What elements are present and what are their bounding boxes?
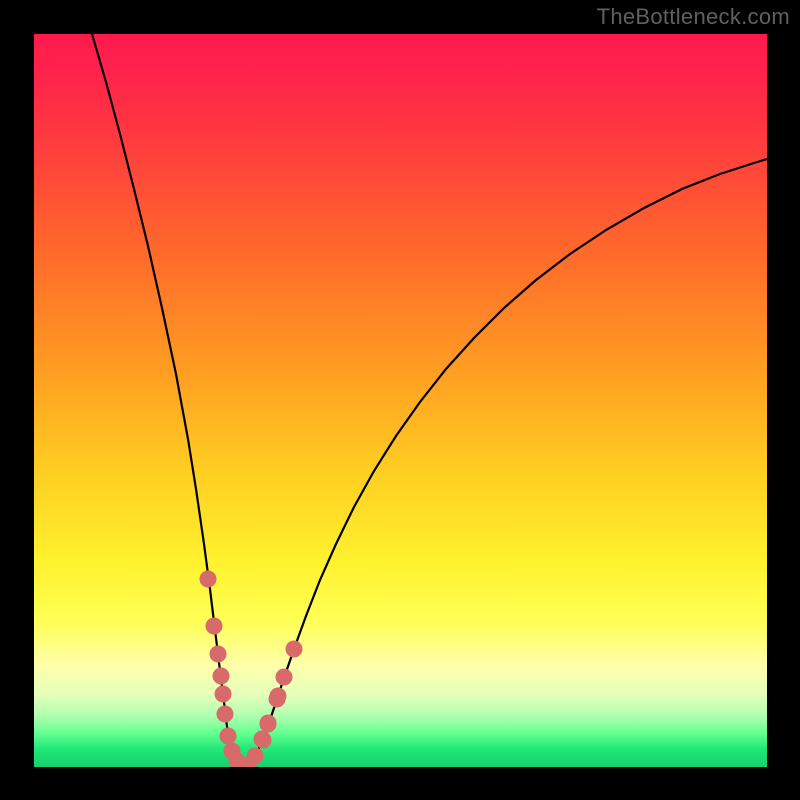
data-marker <box>213 668 229 684</box>
data-marker <box>270 688 286 704</box>
data-marker <box>206 618 222 634</box>
data-marker <box>200 571 216 587</box>
data-marker <box>260 716 276 732</box>
data-marker <box>220 728 236 744</box>
data-marker <box>255 732 271 748</box>
data-marker <box>217 706 233 722</box>
watermark-text: TheBottleneck.com <box>597 4 790 30</box>
data-marker <box>276 669 292 685</box>
data-marker <box>286 641 302 657</box>
plot-svg <box>34 34 767 767</box>
data-marker <box>210 646 226 662</box>
data-marker <box>247 748 263 764</box>
bottleneck-curve <box>92 34 767 767</box>
data-marker <box>215 686 231 702</box>
plot-area <box>34 34 767 767</box>
canvas-root: TheBottleneck.com <box>0 0 800 800</box>
